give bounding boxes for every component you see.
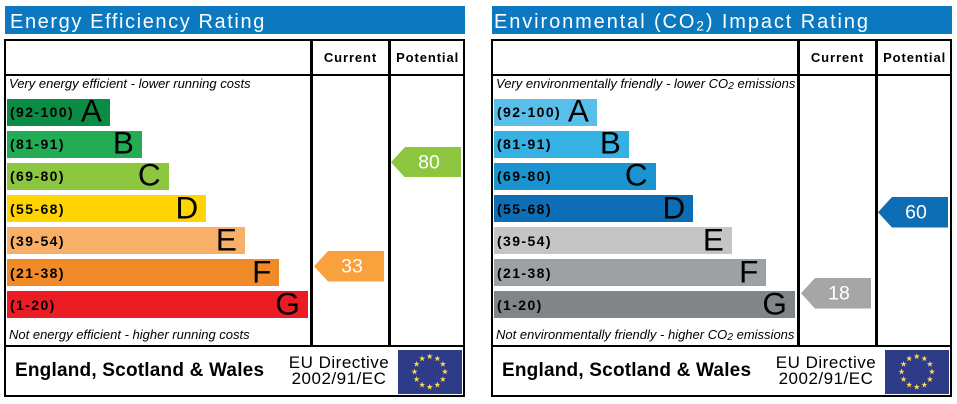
svg-text:80: 80 [418,151,440,173]
svg-text:33: 33 [341,256,363,278]
svg-text:60: 60 [905,202,927,224]
svg-text:18: 18 [828,283,850,305]
